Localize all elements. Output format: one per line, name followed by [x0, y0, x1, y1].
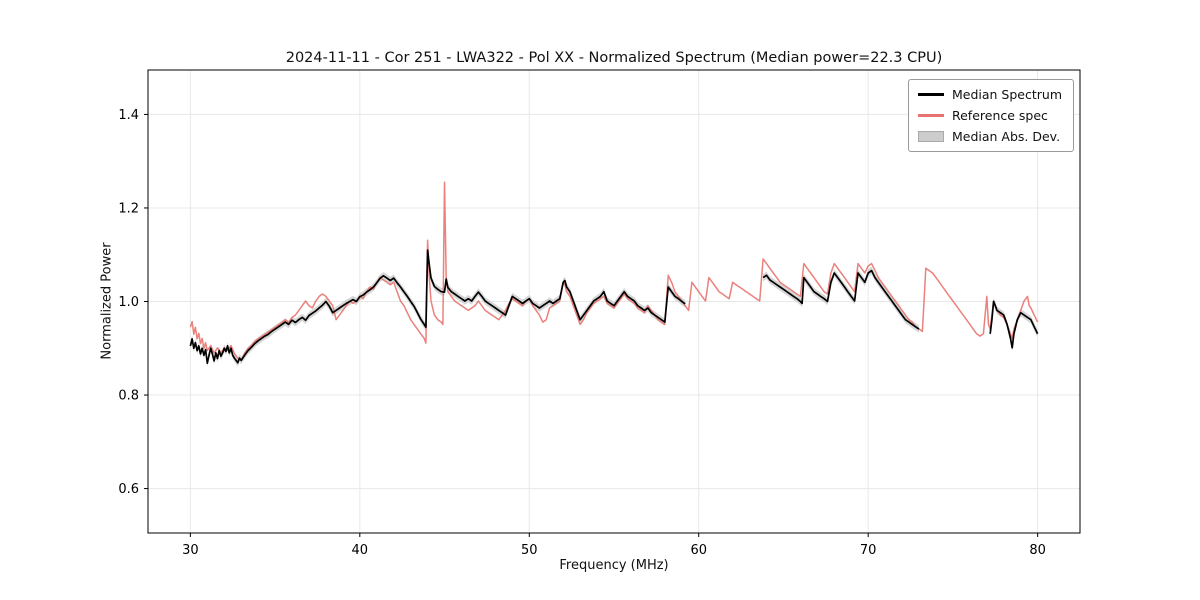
median-line-swatch-icon — [917, 93, 944, 96]
y-axis-label: Normalized Power — [99, 242, 115, 360]
svg-text:50: 50 — [521, 543, 538, 558]
legend-item-reference-spec: Reference spec — [917, 108, 1062, 123]
mad-band-swatch-icon — [917, 131, 944, 142]
reference-line-swatch-icon — [917, 114, 944, 117]
legend-label: Median Abs. Dev. — [951, 129, 1061, 144]
legend-item-median-abs-dev: Median Abs. Dev. — [917, 129, 1062, 144]
svg-text:70: 70 — [860, 543, 877, 558]
svg-text:40: 40 — [352, 543, 369, 558]
svg-text:0.6: 0.6 — [118, 482, 139, 497]
x-axis-label: Frequency (MHz) — [559, 558, 669, 573]
legend-label: Reference spec — [951, 108, 1048, 123]
svg-text:1.4: 1.4 — [118, 108, 139, 123]
legend: Median Spectrum Reference spec Median Ab… — [907, 79, 1074, 152]
chart-title: 2024-11-11 - Cor 251 - LWA322 - Pol XX -… — [285, 50, 943, 66]
svg-text:80: 80 — [1029, 543, 1046, 558]
svg-text:1.2: 1.2 — [118, 201, 139, 216]
svg-text:0.8: 0.8 — [118, 389, 139, 404]
svg-text:1.0: 1.0 — [118, 295, 139, 310]
svg-text:60: 60 — [690, 543, 707, 558]
svg-text:30: 30 — [182, 543, 199, 558]
legend-item-median-spectrum: Median Spectrum — [917, 87, 1062, 102]
legend-label: Median Spectrum — [951, 87, 1062, 102]
